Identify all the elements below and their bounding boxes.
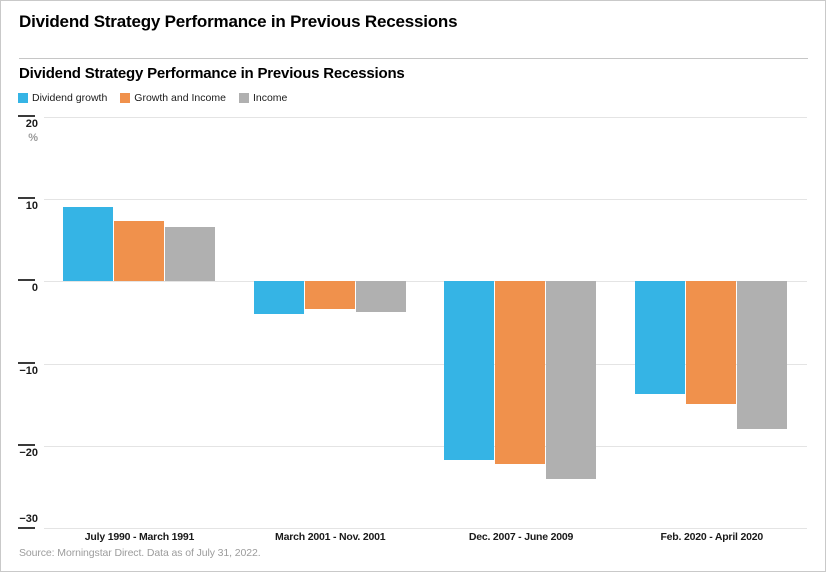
gridline: [44, 117, 807, 118]
plot-area: [44, 117, 807, 529]
tick-mark: [18, 527, 35, 529]
tick-mark: [18, 361, 35, 364]
gridline: [44, 199, 807, 201]
gridline: [44, 363, 807, 365]
legend-swatch-icon: [18, 93, 28, 103]
x-axis-label: Dec. 2007 - June 2009: [468, 531, 574, 543]
y-axis-tick: −20: [18, 443, 38, 460]
page-title: Dividend Strategy Performance in Previou…: [19, 12, 458, 31]
bar-growth-and-income: [495, 281, 546, 464]
legend-swatch-icon: [238, 93, 249, 103]
bar-dividend-growth: [62, 207, 113, 282]
y-axis-tick-label: −10: [19, 364, 38, 377]
header-divider: [19, 58, 808, 59]
legend-swatch-icon: [120, 93, 131, 103]
bar-growth-and-income: [113, 221, 164, 282]
bar-income: [546, 281, 597, 479]
bar-income: [737, 281, 788, 430]
legend-item: Dividend growth: [18, 92, 107, 104]
legend-label: Growth and Income: [134, 92, 226, 104]
legend-label: Dividend growth: [32, 92, 108, 104]
bar-growth-and-income: [686, 281, 737, 404]
y-axis-tick: −30: [18, 513, 38, 529]
y-axis-tick: 0: [18, 279, 38, 295]
y-axis-unit-label: %: [28, 132, 38, 144]
y-axis-tick: 10: [18, 197, 38, 213]
y-axis-tick: −10: [18, 361, 38, 378]
tick-mark: [18, 443, 35, 446]
tick-mark: [18, 279, 35, 282]
legend-item: Income: [238, 92, 288, 104]
chart-legend: Dividend growth Growth and Income Income: [18, 92, 287, 104]
bar-income: [164, 227, 215, 282]
gridline: [44, 528, 807, 529]
y-axis-tick-label: 20: [25, 118, 38, 130]
bar-dividend-growth: [253, 281, 304, 315]
tick-mark: [18, 115, 35, 117]
x-axis-label: Feb. 2020 - April 2020: [660, 531, 764, 543]
tick-mark: [18, 197, 35, 200]
y-axis-tick: 20: [18, 115, 38, 131]
x-axis-label: March 2001 - Nov. 2001: [275, 531, 386, 543]
legend-item: Growth and Income: [120, 92, 226, 104]
x-axis-label: July 1990 - March 1991: [84, 531, 195, 543]
bar-growth-and-income: [304, 281, 355, 310]
gridline: [44, 445, 807, 447]
bar-dividend-growth: [444, 281, 495, 460]
legend-label: Income: [252, 92, 288, 104]
chart-title: Dividend Strategy Performance in Previou…: [19, 65, 405, 82]
y-axis-tick-label: −20: [19, 446, 38, 459]
bar-income: [355, 281, 406, 312]
y-axis-tick-label: 10: [25, 200, 38, 213]
y-axis-tick-label: 0: [31, 282, 38, 295]
source-note: Source: Morningstar Direct. Data as of J…: [19, 547, 261, 559]
y-axis-tick-label: −30: [19, 513, 38, 525]
gridline: [44, 281, 807, 283]
bar-dividend-growth: [635, 281, 686, 394]
